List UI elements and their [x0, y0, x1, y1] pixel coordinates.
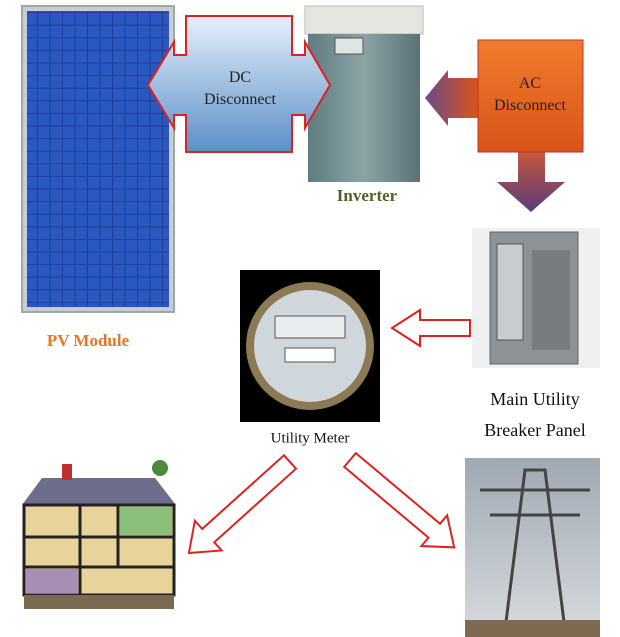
- transmission-tower-image: [465, 458, 600, 637]
- pv-label: PV Module: [47, 331, 130, 350]
- utility-meter-image: [240, 270, 380, 422]
- ac-to-panel-arrow: [497, 150, 565, 212]
- diagram: PV Module Inverter DCDisconnect ACDiscon…: [0, 0, 620, 637]
- meter-label: Utility Meter: [271, 430, 350, 446]
- meter-to-grid-arrow: [337, 445, 467, 563]
- meter-to-house-arrow: [176, 447, 304, 568]
- house-image: [22, 460, 176, 609]
- ac-to-inverter-arrow: [425, 70, 478, 126]
- breaker-panel-image: [472, 228, 600, 368]
- inverter-label: Inverter: [337, 186, 398, 205]
- pv-panel-image: [22, 6, 174, 312]
- panel-to-meter-arrow: [392, 310, 470, 346]
